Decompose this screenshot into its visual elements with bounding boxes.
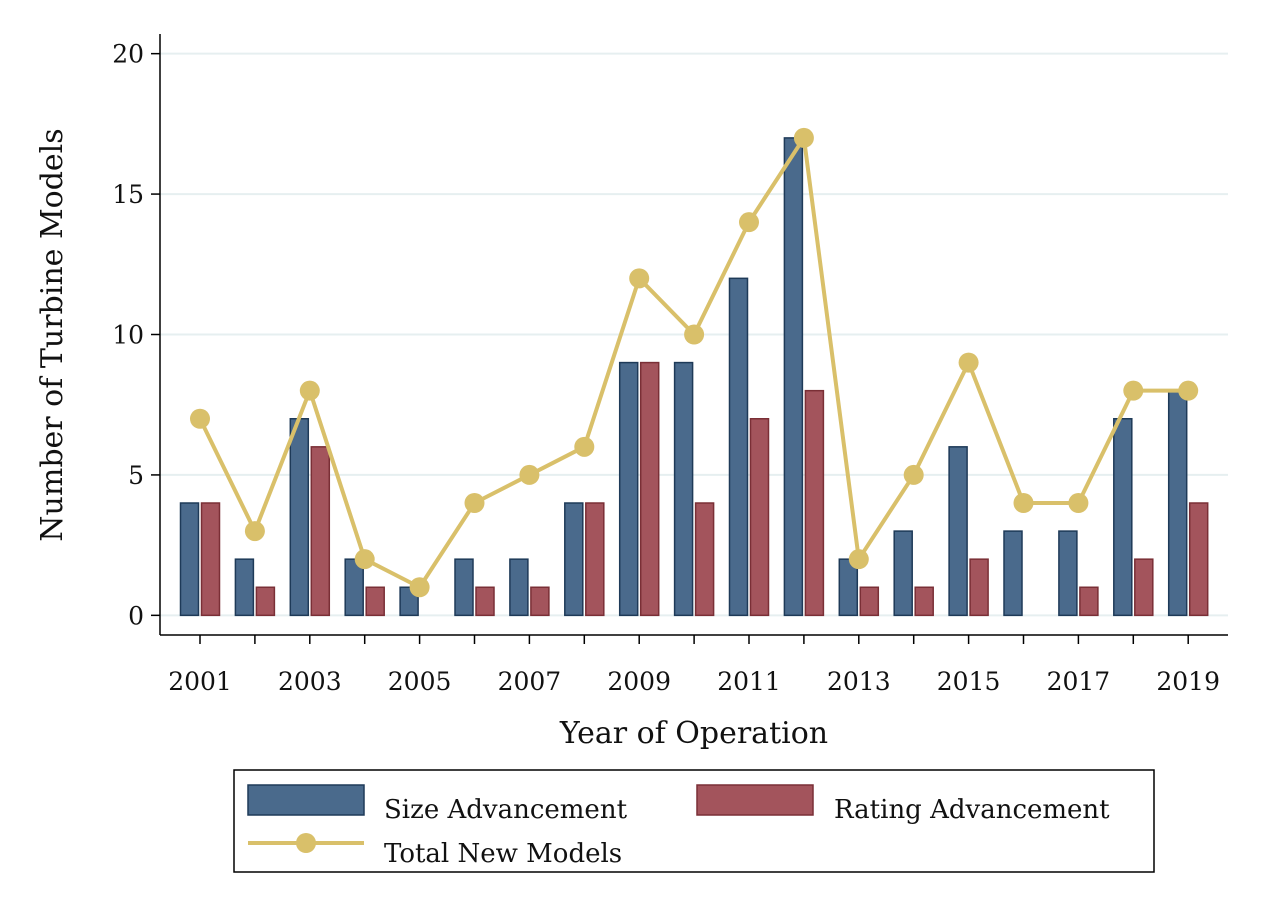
bar-size-advancement-2006 [454, 558, 474, 617]
point-total-new-models-2007 [519, 464, 540, 485]
x-tick-label-2007: 2007 [498, 667, 562, 696]
bar-rating-advancement-2015 [969, 558, 989, 617]
point-total-new-models-2017 [1068, 493, 1089, 514]
bar-rating-advancement-2019 [1188, 502, 1209, 617]
y-tick-label-15: 15 [112, 180, 144, 209]
x-tick-label-2015: 2015 [937, 667, 1001, 696]
point-total-new-models-2002 [244, 521, 265, 542]
point-total-new-models-2004 [354, 549, 375, 570]
bar-size-advancement-2012 [783, 137, 804, 617]
bar-rating-advancement-2013 [859, 586, 880, 617]
y-tick-label-10: 10 [112, 321, 144, 350]
bar-size-advancement-2015 [948, 446, 968, 617]
bar-rating-advancement-2001 [200, 502, 221, 617]
bar-size-advancement-2019 [1167, 389, 1188, 617]
bar-size-advancement-2008 [564, 502, 584, 617]
point-total-new-models-2019 [1178, 380, 1199, 401]
x-tick-label-2013: 2013 [827, 667, 891, 696]
legend-label-total-new-models: Total New Models [384, 839, 622, 869]
bar-size-advancement-2004 [344, 558, 364, 617]
y-tick-label-0: 0 [128, 601, 144, 630]
x-tick-label-2009: 2009 [607, 667, 671, 696]
bar-rating-advancement-2008 [585, 502, 605, 617]
point-total-new-models-2009 [629, 268, 650, 289]
x-tick-label-2003: 2003 [278, 667, 342, 696]
bar-size-advancement-2010 [673, 361, 694, 617]
point-total-new-models-2001 [190, 408, 210, 429]
y-tick-label-5: 5 [128, 461, 144, 490]
point-total-new-models-2015 [958, 352, 979, 373]
line-total-new-models [198, 135, 1189, 590]
legend-box [233, 769, 1155, 873]
legend: Size Advancement Rating Advancement Tota… [233, 769, 1155, 873]
bar-rating-advancement-2011 [749, 418, 770, 617]
total-line [190, 127, 1199, 598]
bar-rating-advancement-2002 [255, 586, 276, 617]
bar-size-advancement-2013 [838, 558, 859, 617]
bar-size-advancement-2017 [1058, 530, 1078, 617]
point-total-new-models-2008 [574, 436, 595, 457]
bar-rating-advancement-2010 [694, 502, 715, 617]
legend-label-size-advancement: Size Advancement [384, 795, 628, 825]
y-axis-title: Number of Turbine Models [35, 128, 70, 541]
bar-rating-advancement-2003 [310, 446, 331, 617]
point-total-new-models-2011 [739, 212, 759, 233]
point-total-new-models-2018 [1123, 380, 1144, 401]
x-tick-label-2019: 2019 [1156, 667, 1220, 696]
bar-size-advancement-2014 [893, 530, 913, 617]
x-tick-label-2011: 2011 [717, 667, 781, 696]
bars [179, 137, 1209, 617]
point-total-new-models-2005 [409, 577, 430, 598]
y-tick-label-20: 20 [112, 40, 144, 69]
bar-size-advancement-2007 [509, 558, 529, 617]
bar-size-advancement-2002 [234, 558, 255, 617]
point-total-new-models-2016 [1013, 493, 1034, 514]
bar-size-advancement-2009 [618, 361, 639, 617]
bar-size-advancement-2018 [1113, 418, 1133, 617]
point-total-new-models-2010 [684, 324, 705, 345]
x-tick-label-2005: 2005 [388, 667, 452, 696]
point-total-new-models-2014 [903, 464, 924, 485]
point-total-new-models-2012 [793, 127, 814, 148]
bar-rating-advancement-2004 [365, 586, 385, 617]
bar-rating-advancement-2007 [530, 586, 550, 617]
x-tick-label-2017: 2017 [1047, 667, 1111, 696]
bar-rating-advancement-2012 [804, 389, 825, 617]
bar-size-advancement-2003 [289, 418, 310, 617]
point-total-new-models-2013 [848, 549, 869, 570]
bar-rating-advancement-2018 [1134, 558, 1154, 617]
point-total-new-models-2006 [464, 493, 485, 514]
bar-size-advancement-2001 [179, 502, 200, 617]
bar-rating-advancement-2006 [475, 586, 495, 617]
bar-rating-advancement-2014 [914, 586, 934, 617]
point-total-new-models-2003 [299, 380, 320, 401]
bar-size-advancement-2011 [728, 277, 749, 617]
bar-rating-advancement-2009 [639, 361, 660, 617]
axes [151, 34, 1228, 644]
legend-swatch-size-advancement [247, 784, 365, 816]
legend-marker-total-new-models [296, 833, 316, 853]
legend-swatch-rating-advancement [696, 784, 814, 816]
legend-label-rating-advancement: Rating Advancement [834, 795, 1110, 825]
x-tick-label-2001: 2001 [168, 667, 232, 696]
tick-labels: 0 5 10 15 20 2001 2003 2005 2007 2009 2011 2013 2015… [112, 40, 1220, 696]
bar-size-advancement-2016 [1003, 530, 1023, 617]
x-axis-title: Year of Operation [559, 716, 828, 751]
bar-rating-advancement-2017 [1079, 586, 1099, 617]
